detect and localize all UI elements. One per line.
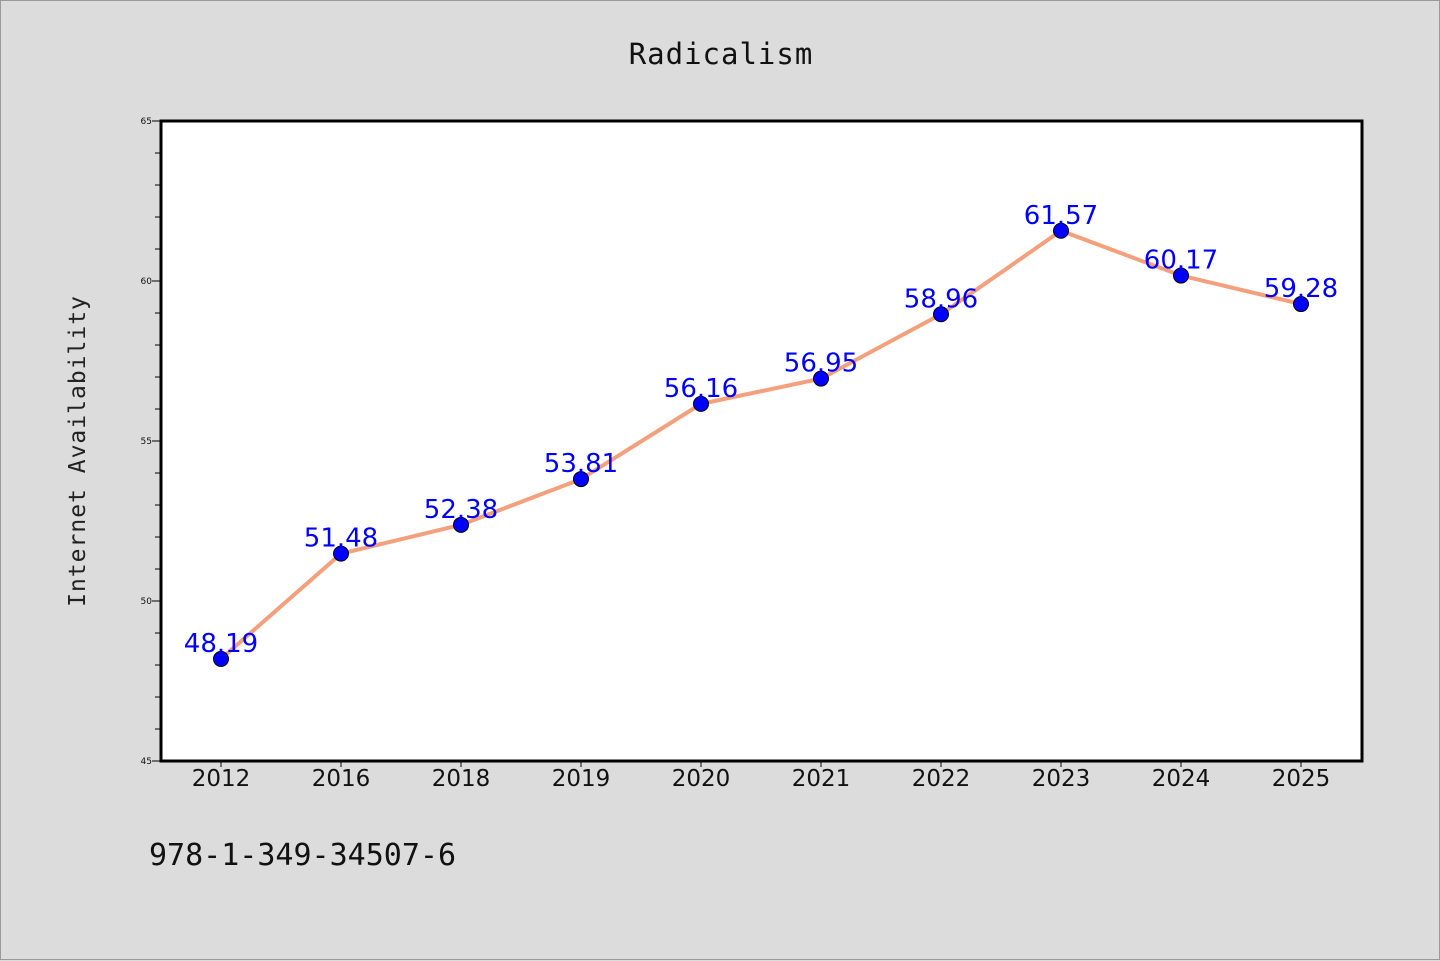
data-point-marker [573,471,589,488]
y-axis: 45 50 55 60 65 [141,117,161,767]
data-label: 56.95 [784,349,858,379]
data-point-marker [813,370,829,387]
y-tick-label: 65 [141,117,152,127]
footer-isbn-text: 978-1-349-34507-6 [149,838,456,873]
data-label: 48.19 [184,629,258,659]
data-label: 52.38 [424,495,498,525]
data-label: 53.81 [544,449,618,479]
x-tick-label: 2018 [432,766,491,792]
chart-title: Radicalism [629,37,814,71]
data-label: 51.48 [304,524,378,554]
x-tick-label: 2022 [912,766,971,792]
x-tick-label: 2021 [792,766,851,792]
x-tick-label: 2025 [1272,766,1331,792]
y-tick-label: 60 [141,277,153,287]
y-axis-label: Internet Availability [65,295,91,607]
data-point-marker [1293,296,1309,313]
data-point-marker [1053,222,1069,239]
y-tick-label: 45 [141,757,152,767]
data-point-marker [933,306,949,323]
series-line-group [213,222,1309,667]
x-tick-label: 2024 [1152,766,1211,792]
data-label: 60.17 [1144,246,1218,276]
data-labels: 48.19 51.48 52.38 53.81 56.16 56.95 58.96 61.57… [184,201,1338,659]
x-tick-label: 2020 [672,766,731,792]
x-tick-label: 2012 [192,766,251,792]
series-line [219,228,1303,661]
data-label: 58.96 [904,284,978,314]
plot-area [159,119,1364,763]
x-tick-label: 2023 [1032,766,1091,792]
y-tick-label: 50 [141,597,153,607]
data-label: 59.28 [1264,274,1338,304]
data-label: 56.16 [664,374,738,404]
data-point-marker [693,395,709,412]
x-axis: 2012 2016 2018 2019 2020 2021 2022 2023 2024 2025 [192,761,1331,792]
y-tick-label: 55 [141,437,152,447]
data-point-marker [453,516,469,533]
x-tick-label: 2019 [552,766,611,792]
data-point-marker [333,545,349,562]
data-point-marker [1173,267,1189,284]
data-point-marker [213,650,229,667]
x-tick-label: 2016 [312,766,371,792]
data-label: 61.57 [1024,201,1098,231]
